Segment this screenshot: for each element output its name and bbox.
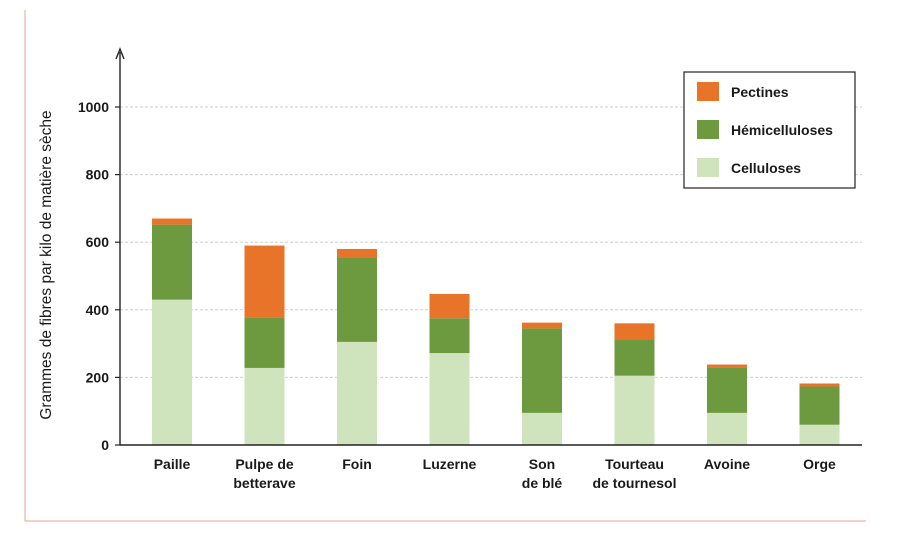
bar-segment-hémicelluloses <box>614 339 655 376</box>
y-tick-label: 800 <box>86 167 110 183</box>
bar-segment-pectines <box>522 322 562 329</box>
legend-label: Celluloses <box>731 160 801 176</box>
y-tick-label: 1000 <box>78 99 109 115</box>
bar-segment-pectines <box>244 245 285 318</box>
bar-segment-pectines <box>614 323 655 340</box>
bar-segment-hémicelluloses <box>152 224 192 300</box>
bar-segment-hémicelluloses <box>337 257 377 342</box>
x-tick-label: Pulpe de betterave <box>233 456 295 491</box>
bar-segment-pectines <box>429 293 470 319</box>
bar-segment-hémicelluloses <box>522 328 562 413</box>
x-tick-label: Foin <box>342 456 372 472</box>
y-tick-label: 200 <box>86 369 110 385</box>
x-tick-label: Tourteau de tournesol <box>592 456 676 491</box>
y-tick-label: 400 <box>86 302 110 318</box>
y-tick-labels: 0 200 400 600 800 1000 <box>78 99 120 453</box>
bar-segment-celluloses <box>707 412 747 445</box>
x-tick-labels: Paille Pulpe de betterave Foin Luzerne Son de … <box>154 456 836 491</box>
bar-segment-celluloses <box>152 299 192 445</box>
bar-segment-hémicelluloses <box>707 367 747 413</box>
bar-segment-celluloses <box>244 367 285 445</box>
y-tick-label: 0 <box>101 437 109 453</box>
bar-segment-celluloses <box>614 375 655 445</box>
x-tick-label: Avoine <box>704 456 750 472</box>
bar-segment-pectines <box>799 383 840 387</box>
bar-segment-celluloses <box>337 341 377 445</box>
legend-label: Pectines <box>731 84 789 100</box>
axes <box>115 47 862 446</box>
x-tick-label: Luzerne <box>423 456 477 472</box>
bar-segment-celluloses <box>799 424 840 445</box>
bar-segment-hémicelluloses <box>799 386 840 425</box>
y-axis-label: Grammes de fibres par kilo de matière sè… <box>38 110 55 419</box>
y-axis-arrow-icon <box>115 47 125 60</box>
bar-segment-celluloses <box>429 353 470 445</box>
legend-swatch-pectines <box>697 82 719 101</box>
legend-label: Hémicelluloses <box>731 122 833 138</box>
bar-segment-hémicelluloses <box>429 318 470 354</box>
x-tick-label: Paille <box>154 456 191 472</box>
gridlines <box>120 106 862 378</box>
legend-swatch-celluloses <box>697 158 719 177</box>
bars <box>152 218 840 445</box>
bar-segment-pectines <box>337 248 377 258</box>
legend-swatch-hémicelluloses <box>697 120 719 139</box>
bar-segment-pectines <box>152 218 192 225</box>
bar-segment-hémicelluloses <box>244 317 285 368</box>
x-tick-label: Son de blé <box>522 456 563 491</box>
y-tick-label: 600 <box>86 234 110 250</box>
legend: Pectines Hémicelluloses Celluloses <box>683 71 856 189</box>
bar-segment-celluloses <box>522 412 562 445</box>
bar-segment-pectines <box>707 364 747 368</box>
x-tick-label: Orge <box>803 456 836 472</box>
